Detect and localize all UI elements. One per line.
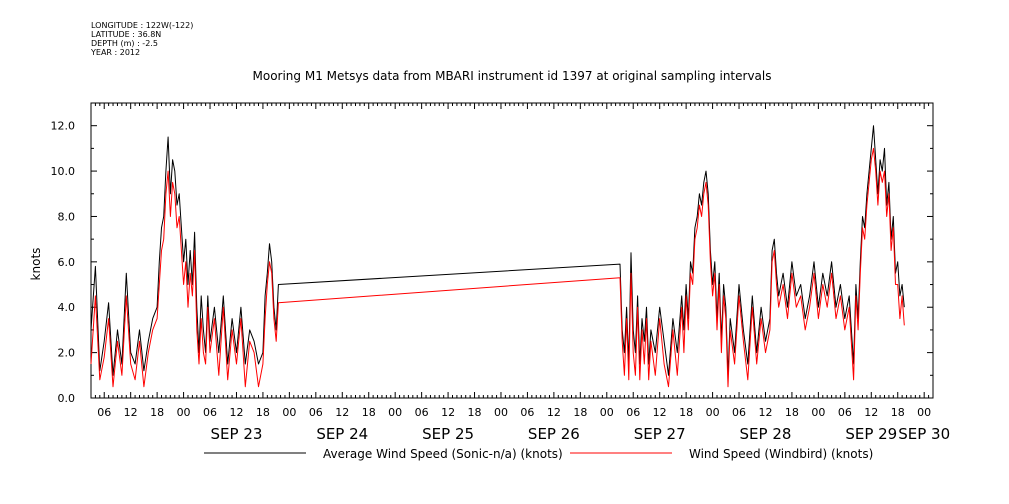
- axis-labels: 0.0 2.0 4.0 6.0 8.0 10.0 12.0 06 12 18 00 06 12 18 00 0…: [51, 120, 951, 443]
- x-tick-label: 00: [388, 406, 402, 419]
- latitude-label: LATITUDE : 36.8N: [91, 30, 162, 39]
- x-tick-label: 12: [864, 406, 878, 419]
- x-tick-label: 12: [229, 406, 243, 419]
- x-tick-label: 18: [362, 406, 376, 419]
- x-tick-label: 00: [494, 406, 508, 419]
- x-tick-label: 06: [415, 406, 429, 419]
- x-tick-label: 18: [785, 406, 799, 419]
- x-tick-label: 18: [150, 406, 164, 419]
- x-tick-label: 06: [626, 406, 640, 419]
- x-tick-label: 00: [177, 406, 191, 419]
- legend-label-windbird: Wind Speed (Windbird) (knots): [689, 447, 873, 461]
- x-tick-label: 06: [203, 406, 217, 419]
- x-tick-label: 00: [811, 406, 825, 419]
- x-tick-label: 18: [468, 406, 482, 419]
- year-label: YEAR : 2012: [91, 48, 141, 57]
- x-day-label: SEP 23: [211, 425, 263, 443]
- y-tick-label: 12.0: [51, 120, 76, 133]
- x-tick-label: 12: [653, 406, 667, 419]
- series-average-wind-speed: [90, 125, 905, 376]
- x-tick-label: 12: [441, 406, 455, 419]
- x-tick-label: 06: [732, 406, 746, 419]
- x-day-label: SEP 24: [316, 425, 368, 443]
- x-tick-label: 00: [282, 406, 296, 419]
- x-day-label: SEP 25: [422, 425, 474, 443]
- y-tick-label: 8.0: [58, 210, 76, 223]
- x-tick-label: 12: [335, 406, 349, 419]
- series-lines: [90, 125, 905, 388]
- chart-title: Mooring M1 Metsys data from MBARI instru…: [253, 69, 772, 83]
- x-tick-label: 18: [679, 406, 693, 419]
- x-tick-label: 12: [547, 406, 561, 419]
- metadata-block: LONGITUDE : 122W(-122) LATITUDE : 36.8N …: [91, 21, 193, 57]
- axis-ticks: [90, 102, 934, 399]
- y-tick-label: 2.0: [58, 347, 76, 360]
- y-tick-label: 4.0: [58, 301, 76, 314]
- y-tick-label: 0.0: [58, 392, 76, 405]
- x-day-label: SEP 28: [740, 425, 792, 443]
- series-windbird-wind-speed: [90, 147, 905, 388]
- x-tick-label: 18: [573, 406, 587, 419]
- y-tick-label: 6.0: [58, 256, 76, 269]
- x-day-label: SEP 29: [845, 425, 897, 443]
- x-tick-label: 18: [256, 406, 270, 419]
- plot-frame: [90, 102, 934, 399]
- x-tick-label: 00: [600, 406, 614, 419]
- legend-label-average: Average Wind Speed (Sonic-n/a) (knots): [323, 447, 563, 461]
- x-tick-label: 12: [758, 406, 772, 419]
- y-axis-label: knots: [29, 248, 43, 281]
- x-tick-label: 12: [124, 406, 138, 419]
- y-tick-label: 10.0: [51, 165, 76, 178]
- x-tick-label: 06: [520, 406, 534, 419]
- x-tick-label: 00: [706, 406, 720, 419]
- longitude-label: LONGITUDE : 122W(-122): [91, 21, 194, 30]
- x-day-label: SEP 26: [528, 425, 580, 443]
- x-tick-label: 18: [891, 406, 905, 419]
- x-tick-label: 00: [917, 406, 931, 419]
- legend: Average Wind Speed (Sonic-n/a) (knots) W…: [204, 447, 873, 461]
- x-day-label: SEP 30: [898, 425, 950, 443]
- x-day-label: SEP 27: [634, 425, 686, 443]
- depth-label: DEPTH (m) : -2.5: [91, 39, 158, 48]
- x-tick-label: 06: [97, 406, 111, 419]
- x-tick-label: 06: [309, 406, 323, 419]
- x-tick-label: 06: [838, 406, 852, 419]
